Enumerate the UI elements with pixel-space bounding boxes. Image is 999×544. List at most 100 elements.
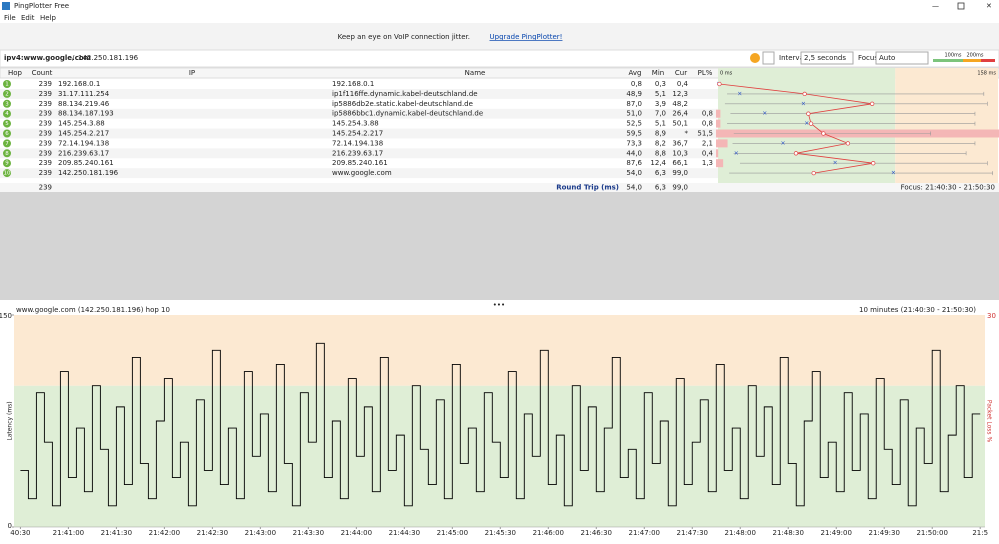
packet-loss-bar [716, 149, 719, 158]
name: 145.254.2.217 [332, 130, 383, 138]
average-marker [845, 141, 851, 146]
hop-icon [3, 159, 11, 168]
cell: 2,1 [702, 139, 713, 147]
column-header: PL% [698, 69, 713, 77]
packet-loss-bar [716, 139, 728, 148]
target-ip: 142.250.181.196 [78, 54, 139, 62]
x-tick-label: 21:42:00 [149, 529, 180, 537]
upgrade-link[interactable]: Upgrade PingPlotter! [490, 33, 563, 41]
hop: 3 [5, 101, 9, 107]
x-tick-label: 21:45:00 [437, 529, 468, 537]
column-header: Count [32, 69, 53, 77]
hop: 8 [5, 151, 9, 157]
hop: 6 [5, 131, 9, 137]
chart-title: www.google.com (142.250.181.196) hop 10 [16, 306, 170, 314]
cell: 51,0 [626, 110, 642, 118]
y-tick-label: 0 [8, 522, 12, 530]
y2-tick-label: 30 [987, 312, 996, 320]
latency-max-label: 158 ms [977, 71, 996, 77]
average-marker [871, 161, 876, 166]
x-tick-label: 40:30 [10, 529, 30, 537]
latency-warn-zone [895, 68, 998, 183]
cell: 8,8 [655, 149, 666, 157]
summary-cur: 99,0 [672, 184, 688, 192]
menu-edit[interactable]: Edit [21, 14, 35, 22]
average-line [719, 83, 874, 174]
separator: / [72, 54, 75, 62]
average-marker [802, 91, 807, 97]
cell: 3,9 [655, 100, 666, 108]
hop-icon [3, 119, 11, 128]
hop-icon [3, 109, 11, 118]
count: 239 [39, 90, 52, 98]
current-marker: × [801, 100, 806, 107]
current-marker: × [804, 120, 809, 127]
splitter[interactable]: ••• [493, 301, 505, 309]
hop: 4 [5, 111, 9, 117]
title-bar [0, 0, 999, 12]
y2-axis-label: Packet Loss % [986, 400, 993, 443]
x-tick-label: 21:43:30 [293, 529, 324, 537]
row-stripe [0, 128, 718, 139]
average-marker [821, 131, 826, 136]
row-stripe [0, 148, 718, 159]
cell: 51,5 [697, 130, 713, 138]
cell: 12,3 [672, 90, 688, 98]
cell: 26,4 [672, 110, 688, 118]
ip: 31.17.111.254 [58, 90, 110, 98]
cell: 7,0 [655, 110, 666, 118]
x-tick-label: 21:44:00 [341, 529, 372, 537]
cell: 5,1 [655, 120, 666, 128]
legend-red [981, 59, 995, 62]
hop: 1 [5, 82, 9, 88]
options-button[interactable] [762, 51, 775, 65]
current-marker: × [833, 160, 838, 167]
menu-file[interactable]: File [4, 14, 16, 22]
name: www.google.com [332, 169, 392, 177]
table-header [0, 67, 999, 79]
average-marker [806, 111, 811, 116]
app-icon [2, 2, 10, 10]
ip: 145.254.3.88 [58, 120, 105, 128]
count: 239 [39, 139, 52, 147]
cell: 52,5 [626, 120, 642, 128]
current-marker: × [737, 90, 742, 97]
name: 145.254.3.88 [332, 120, 379, 128]
row-stripe [0, 89, 718, 99]
name: ip5886db2e.static.kabel-deutschland.de [332, 100, 473, 108]
current-marker: × [762, 110, 767, 117]
latency-band [14, 315, 985, 386]
summary-count: 239 [39, 184, 52, 192]
packet-loss-bar [716, 159, 724, 168]
interval-select[interactable] [800, 51, 854, 65]
cell: 0,3 [655, 80, 666, 88]
toolbar [0, 49, 999, 68]
legend-100: 100ms [944, 53, 961, 59]
average-marker [793, 151, 799, 156]
pause-button[interactable] [750, 53, 760, 63]
cell: 10,3 [672, 149, 688, 157]
count: 239 [39, 149, 52, 157]
column-header: Cur [675, 69, 687, 77]
hop: 5 [5, 121, 9, 127]
row-stripe [0, 168, 718, 179]
x-tick-label: 21:48:00 [725, 529, 756, 537]
focus-label: Focus [858, 54, 878, 62]
focus-select[interactable] [875, 51, 929, 65]
summary-focus: Focus: 21:40:30 - 21:50:30 [901, 184, 995, 192]
current-marker: × [781, 140, 786, 147]
y-axis-label: Latency (ms) [7, 401, 14, 440]
x-tick-label: 21:42:30 [197, 529, 228, 537]
cell: 0,4 [677, 80, 689, 88]
menu-help[interactable]: Help [40, 14, 57, 22]
maximize[interactable] [957, 2, 965, 10]
target[interactable]: ipv4:www.google.com [4, 54, 91, 62]
focus-value: Auto [879, 54, 895, 62]
close[interactable]: ✕ [986, 2, 992, 10]
average-marker [808, 121, 814, 126]
interval-label: Interval [779, 54, 806, 62]
count: 239 [39, 100, 52, 108]
minimize[interactable]: — [932, 2, 939, 10]
x-tick-label: 21:48:30 [773, 529, 804, 537]
